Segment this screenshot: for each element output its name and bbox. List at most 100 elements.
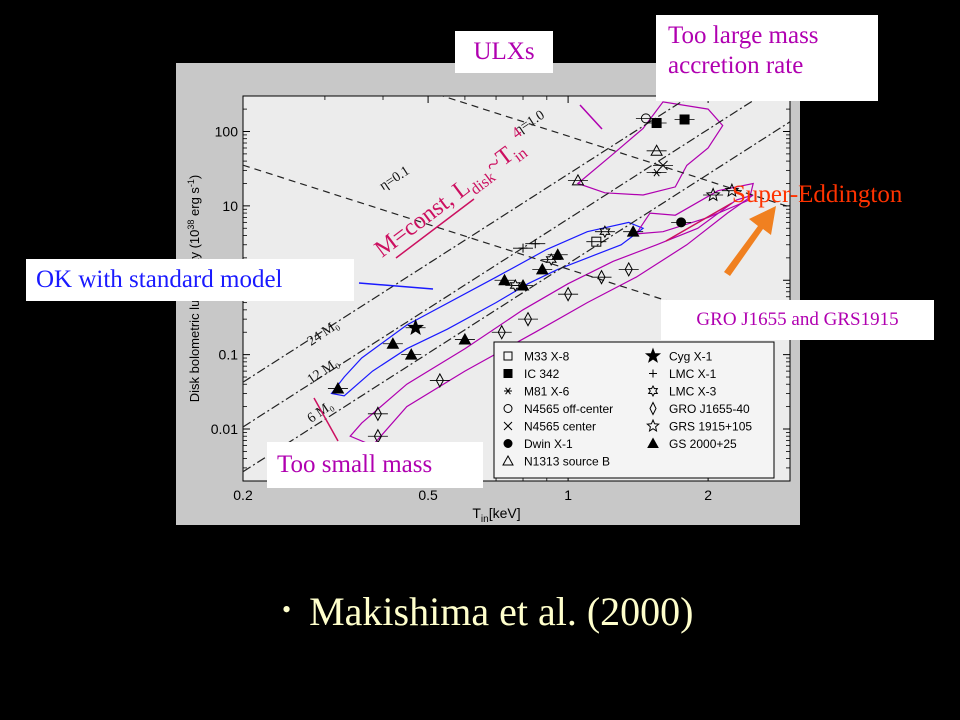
legend-item: LMC X-1	[649, 367, 717, 381]
data-point	[640, 113, 651, 124]
marker-star-filled	[644, 347, 662, 363]
marker-square-filled	[651, 118, 662, 129]
marker-triangle-filled	[516, 278, 530, 291]
reference-line	[243, 96, 762, 428]
marker-diamond-open	[564, 286, 573, 302]
marker-diamond-open	[497, 324, 506, 340]
marker-star6-open	[509, 278, 522, 293]
marker-diamond-open	[523, 311, 533, 327]
series-n4565-off-center	[635, 113, 656, 124]
too-small-callout: Too small mass	[267, 442, 483, 488]
data-point	[458, 332, 472, 345]
y-tick-label: 10	[222, 198, 238, 214]
legend-label: N1313 source B	[524, 455, 610, 469]
legend-item: GRO J1655-40	[649, 401, 750, 416]
data-point	[551, 248, 565, 260]
data-point	[523, 311, 533, 327]
data-point	[497, 324, 506, 340]
marker-triangle-open	[502, 454, 514, 466]
legend-item: N4565 off-center	[503, 402, 613, 416]
data-point	[503, 439, 513, 448]
legend-label: GRO J1655-40	[669, 402, 750, 416]
citation-caption: • Makishima et al. (2000)	[282, 588, 693, 635]
marker-star-filled	[407, 318, 425, 335]
marker-star-open	[724, 182, 740, 197]
marker-star6-open	[647, 384, 659, 398]
data-point	[530, 239, 540, 249]
x-tick-label: 1	[564, 487, 572, 503]
gro-callout: GRO J1655 and GRS1915	[661, 300, 934, 340]
legend-item: N1313 source B	[502, 454, 610, 469]
marker-triangle-filled	[535, 262, 549, 275]
contour-standard	[330, 221, 645, 397]
series-gro-j1655-40	[367, 261, 639, 444]
series-cyg-x-1	[405, 318, 426, 335]
data-point	[407, 318, 425, 335]
super-eddington-text: Super-Eddington	[732, 181, 903, 208]
pointer-ok-standard	[358, 282, 434, 290]
y-tick-label: 100	[215, 123, 239, 139]
legend-label: LMC X-3	[669, 385, 717, 399]
series-grs-1915-105	[703, 182, 742, 202]
y-tick-label: 0.1	[219, 347, 239, 363]
super-eddington-arrow	[724, 206, 776, 276]
pointer-too-small	[313, 397, 339, 442]
data-point	[404, 348, 418, 360]
legend-item: IC 342	[503, 367, 560, 381]
legend-item: N4565 center	[503, 420, 596, 434]
legend-box	[493, 341, 775, 479]
pointer-gro	[665, 202, 733, 242]
data-point	[503, 369, 513, 378]
data-point	[647, 384, 659, 398]
x-axis-label: Tin[keV]	[472, 505, 520, 525]
reference-line	[243, 121, 790, 473]
data-point	[498, 273, 511, 286]
data-point	[597, 269, 606, 285]
marker-asterisk	[504, 387, 512, 395]
legend-item: M33 X-8	[503, 350, 570, 364]
marker-triangle-filled	[551, 248, 565, 260]
marker-diamond-open	[435, 372, 444, 388]
data-point	[644, 347, 662, 363]
data-point	[503, 421, 513, 431]
ulxs-callout: ULXs	[455, 31, 553, 73]
marker-triangle-open	[650, 144, 663, 156]
legend-label: Dwin X-1	[524, 437, 573, 451]
marker-circle-filled	[676, 217, 687, 228]
legend-label: N4565 off-center	[524, 402, 613, 416]
ok-standard-label: OK with standard model	[36, 266, 283, 293]
data-point	[564, 286, 573, 302]
contour-grs	[634, 182, 755, 235]
marker-triangle-filled	[458, 332, 472, 345]
too-large-line2: accretion rate	[668, 52, 804, 79]
too-large-line1: Too large mass	[668, 22, 819, 49]
legend-label: GRS 1915+105	[669, 420, 752, 434]
marker-plus	[518, 243, 528, 253]
data-point	[705, 187, 721, 202]
data-point	[647, 437, 659, 448]
legend-label: N4565 center	[524, 420, 596, 434]
data-point	[571, 173, 585, 186]
legend-item: LMC X-3	[647, 384, 717, 399]
data-point	[626, 225, 640, 237]
ok-standard-callout: OK with standard model	[26, 259, 354, 301]
marker-star6-open	[599, 225, 611, 239]
data-point	[649, 401, 657, 416]
legend-item: GS 2000+25	[647, 437, 737, 451]
data-point	[679, 114, 690, 125]
figure-panel: η=1.0 η=0.1 24 M₀ 12 M₀ 6 M₀ 0.2 0.5 1 2 0.01 0.1…	[176, 63, 800, 525]
data-point	[518, 243, 528, 253]
legend-item: Dwin X-1	[503, 437, 573, 451]
x-tick-label: 0.5	[418, 487, 438, 503]
marker-cross	[658, 160, 668, 171]
marker-plus	[530, 239, 540, 249]
y-tick-label: 0.01	[211, 421, 238, 437]
data-point	[652, 168, 662, 177]
pointer-m-const	[395, 198, 475, 259]
data-point	[535, 262, 549, 275]
series-n4565-center	[653, 160, 674, 171]
data-point	[646, 418, 660, 432]
data-point	[373, 406, 382, 422]
data-point	[503, 351, 513, 361]
